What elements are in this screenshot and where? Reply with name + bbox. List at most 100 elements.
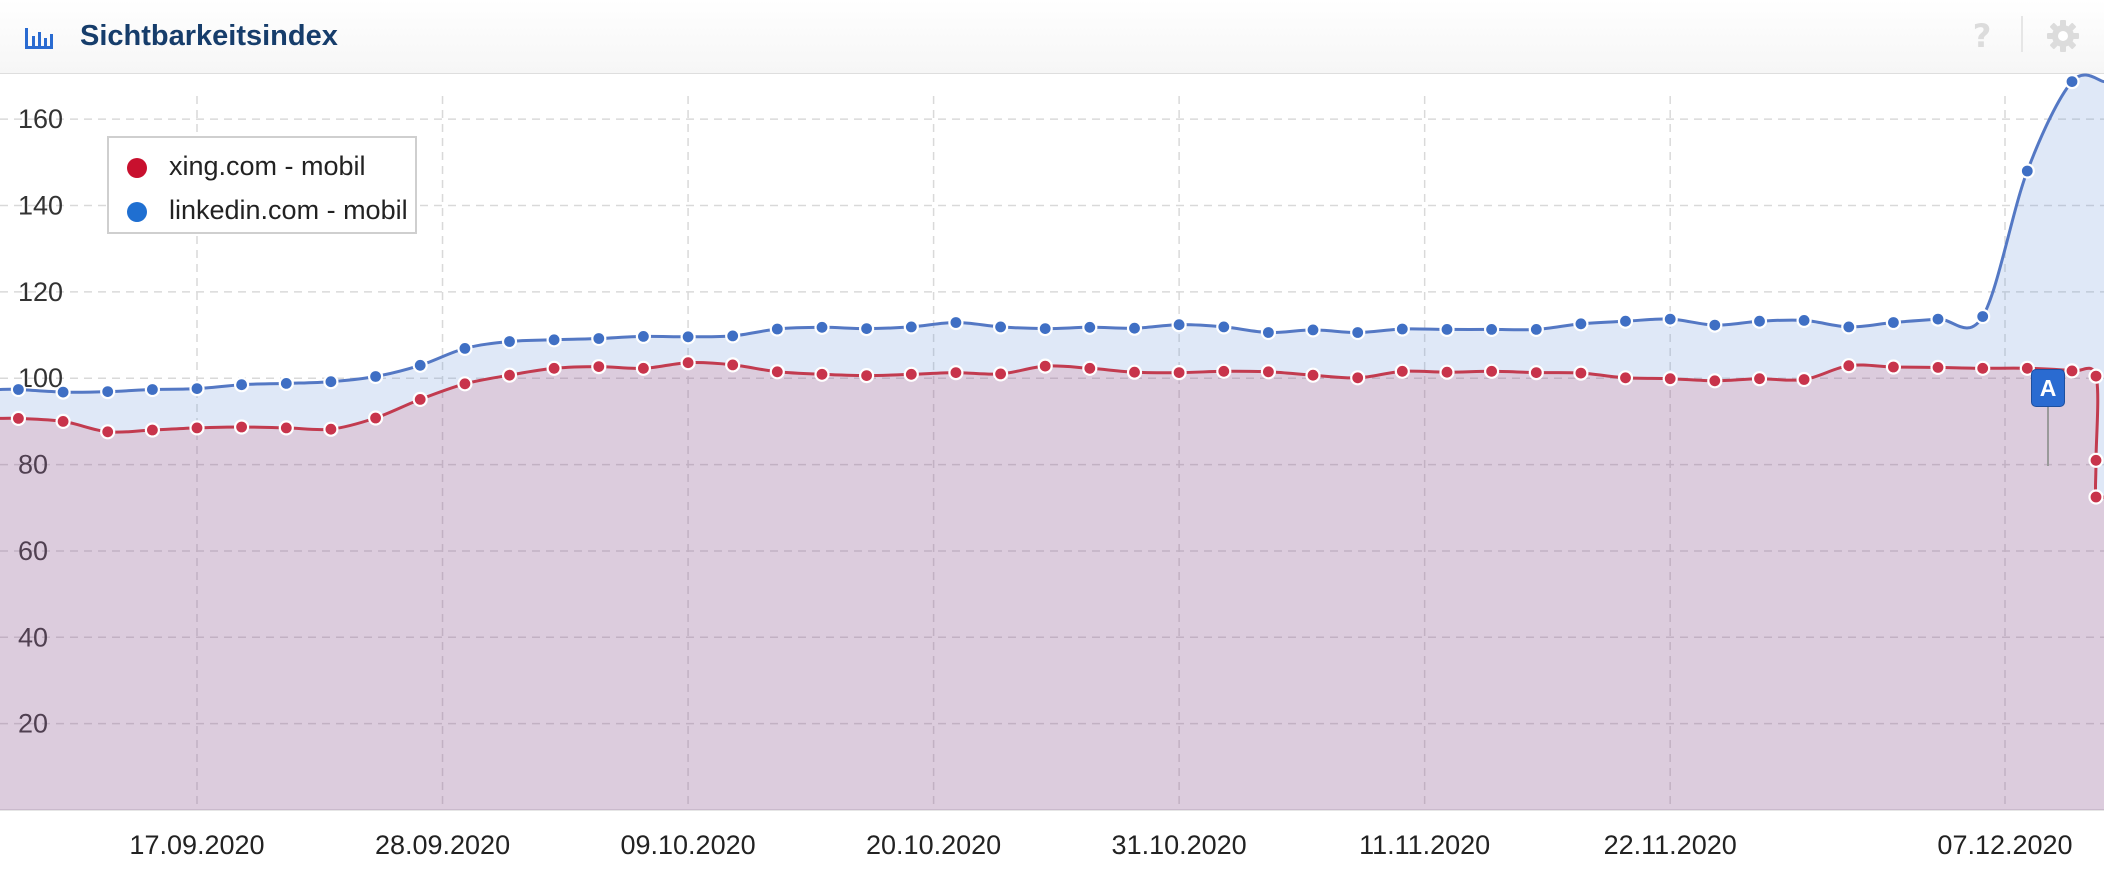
point-linkedin — [1796, 312, 1812, 328]
y-tick-label: 80 — [18, 450, 48, 480]
point-linkedin — [2019, 163, 2035, 179]
point-xing — [1171, 365, 1187, 381]
point-linkedin — [10, 381, 26, 398]
x-tick-label: 20.10.2020 — [866, 830, 1001, 860]
point-linkedin — [1930, 311, 1946, 327]
point-xing — [323, 421, 339, 437]
widget-header: Sichtbarkeitsindex ? — [0, 0, 2104, 74]
area-linkedin — [0, 74, 2104, 810]
point-xing — [814, 366, 830, 382]
point-xing — [1885, 359, 1902, 375]
gear-icon[interactable] — [2046, 19, 2080, 53]
point-linkedin — [1305, 322, 1321, 338]
point-linkedin — [1841, 319, 1857, 335]
point-xing — [234, 419, 250, 435]
point-linkedin — [814, 319, 830, 335]
point-linkedin — [1707, 317, 1723, 333]
point-linkedin — [992, 319, 1009, 335]
point-linkedin — [1171, 317, 1187, 333]
point-linkedin — [903, 319, 919, 335]
point-linkedin — [1662, 311, 1678, 327]
point-xing — [546, 360, 562, 376]
header-divider — [2021, 16, 2023, 52]
point-xing — [1126, 364, 1143, 380]
bar-chart-icon — [25, 28, 53, 49]
point-xing — [2088, 368, 2104, 384]
point-xing — [635, 360, 652, 376]
point-linkedin — [725, 328, 741, 344]
y-tick-label: 40 — [18, 622, 48, 652]
point-xing — [278, 420, 294, 436]
point-xing — [725, 357, 741, 373]
point-linkedin — [546, 332, 562, 348]
point-linkedin — [858, 321, 875, 337]
point-xing — [1796, 371, 1812, 388]
point-xing — [368, 410, 384, 426]
legend-item-linkedin[interactable]: linkedin.com - mobil — [121, 190, 411, 230]
y-tick-label: 20 — [18, 709, 48, 739]
y-tick-label: 120 — [18, 277, 63, 307]
point-xing — [1216, 363, 1232, 379]
point-linkedin — [189, 381, 205, 397]
point-xing — [1305, 367, 1321, 383]
point-xing — [769, 364, 785, 380]
point-linkedin — [1573, 316, 1589, 332]
point-linkedin — [1260, 324, 1277, 341]
point-xing — [1707, 373, 1723, 389]
chart-legend: xing.com - mobil linkedin.com - mobil — [107, 136, 417, 234]
point-linkedin — [1483, 321, 1500, 337]
point-xing — [948, 365, 964, 381]
point-linkedin — [769, 321, 785, 337]
point-linkedin — [278, 375, 294, 391]
point-xing — [2088, 489, 2104, 505]
widget-title: Sichtbarkeitsindex — [80, 20, 338, 52]
point-xing — [412, 391, 428, 407]
y-tick-label: 140 — [18, 191, 63, 221]
point-xing — [992, 366, 1009, 382]
point-xing — [1037, 358, 1053, 374]
point-xing — [1930, 359, 1946, 375]
x-tick-label: 28.09.2020 — [375, 830, 510, 860]
point-linkedin — [144, 381, 160, 398]
point-xing — [55, 413, 71, 429]
point-linkedin — [368, 368, 384, 385]
point-linkedin — [1885, 314, 1902, 331]
point-xing — [1751, 371, 1768, 387]
area-xing — [0, 362, 2104, 810]
point-xing — [1483, 363, 1500, 379]
annotation-marker[interactable]: A — [2032, 370, 2064, 406]
point-xing — [1841, 358, 1857, 374]
point-xing — [2019, 360, 2035, 376]
point-xing — [591, 359, 607, 375]
legend-item-xing[interactable]: xing.com - mobil — [121, 146, 411, 186]
point-xing — [10, 410, 26, 426]
x-tick-label: 11.11.2020 — [1359, 830, 1490, 860]
point-xing — [1260, 364, 1277, 380]
point-linkedin — [1439, 321, 1455, 337]
point-linkedin — [680, 329, 696, 345]
point-xing — [1662, 371, 1678, 387]
point-xing — [144, 422, 160, 438]
point-xing — [457, 376, 473, 392]
point-linkedin — [1394, 321, 1410, 337]
point-xing — [1528, 365, 1544, 381]
point-linkedin — [1617, 313, 1634, 329]
point-xing — [1617, 370, 1634, 386]
legend-label-linkedin: linkedin.com - mobil — [169, 195, 408, 225]
point-linkedin — [457, 340, 473, 356]
point-xing — [1350, 370, 1366, 386]
question-mark-icon[interactable]: ? — [1972, 17, 1992, 55]
point-xing — [1573, 365, 1589, 381]
y-tick-label: 60 — [18, 536, 48, 566]
point-linkedin — [412, 357, 428, 373]
point-linkedin — [1216, 319, 1232, 335]
point-xing — [1394, 363, 1410, 379]
point-xing — [189, 420, 205, 436]
point-linkedin — [635, 328, 652, 344]
point-xing — [2088, 452, 2104, 468]
legend-label-xing: xing.com - mobil — [169, 151, 366, 181]
x-tick-label: 09.10.2020 — [620, 830, 755, 860]
y-tick-label: 160 — [18, 104, 63, 134]
